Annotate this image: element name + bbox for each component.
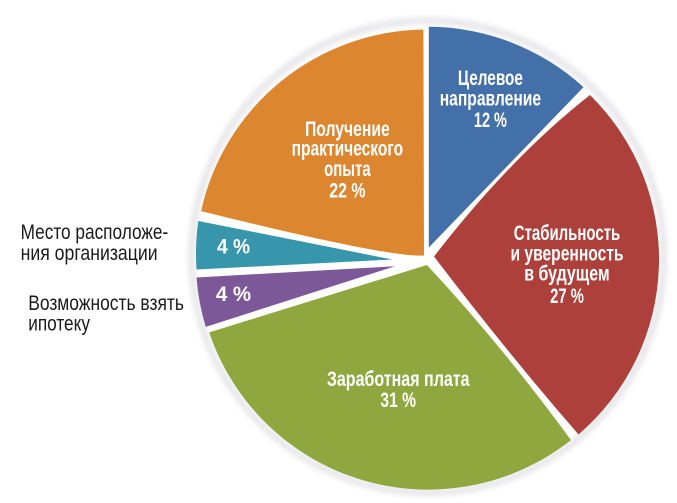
svg-text:в будущем: в будущем <box>524 262 609 285</box>
svg-text:ипотеку: ипотеку <box>28 313 90 336</box>
svg-text:Стабильность: Стабильность <box>514 222 621 245</box>
svg-text:31 %: 31 % <box>380 389 416 412</box>
svg-text:12 %: 12 % <box>474 109 507 132</box>
svg-text:опыта: опыта <box>324 158 371 181</box>
svg-text:Место расположе-: Место расположе- <box>21 221 169 244</box>
svg-text:Заработная плата: Заработная плата <box>327 368 470 391</box>
svg-text:4 %: 4 % <box>216 283 252 306</box>
svg-text:Возможность взять: Возможность взять <box>28 292 184 315</box>
svg-text:ния организации: ния организации <box>21 242 158 265</box>
svg-text:22 %: 22 % <box>329 180 365 203</box>
svg-text:Получение: Получение <box>305 118 390 141</box>
svg-text:практического: практического <box>292 138 404 161</box>
svg-text:4 %: 4 % <box>217 236 250 259</box>
svg-text:и уверенность: и уверенность <box>510 242 623 265</box>
svg-text:27 %: 27 % <box>550 285 584 308</box>
svg-text:Целевое: Целевое <box>458 67 523 90</box>
svg-text:направление: направление <box>440 88 541 111</box>
